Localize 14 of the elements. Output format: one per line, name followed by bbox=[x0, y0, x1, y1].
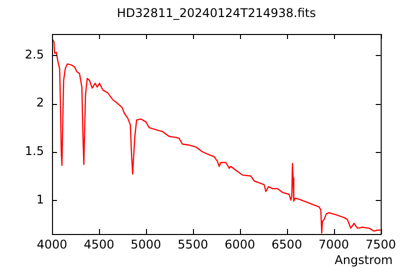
y-tick-label: 1.5 bbox=[24, 144, 44, 158]
y-tick-label: 2 bbox=[36, 96, 44, 110]
x-tick-label: 4000 bbox=[36, 237, 68, 252]
x-axis-title: Angstrom bbox=[334, 253, 393, 268]
x-tick-label: 6000 bbox=[224, 237, 256, 252]
x-tick-label: 4500 bbox=[84, 237, 114, 252]
x-tick-label: 7000 bbox=[318, 237, 350, 252]
chart-title: HD32811_20240124T214938.fits bbox=[116, 6, 316, 20]
x-tick-label: 6500 bbox=[272, 237, 302, 252]
x-tick-label: 7500 bbox=[365, 237, 396, 252]
x-tick-label: 5500 bbox=[178, 237, 208, 252]
x-tick-label: 5000 bbox=[130, 237, 162, 252]
y-tick-label: 2.5 bbox=[24, 47, 44, 62]
y-tick-label: 1 bbox=[36, 192, 44, 206]
